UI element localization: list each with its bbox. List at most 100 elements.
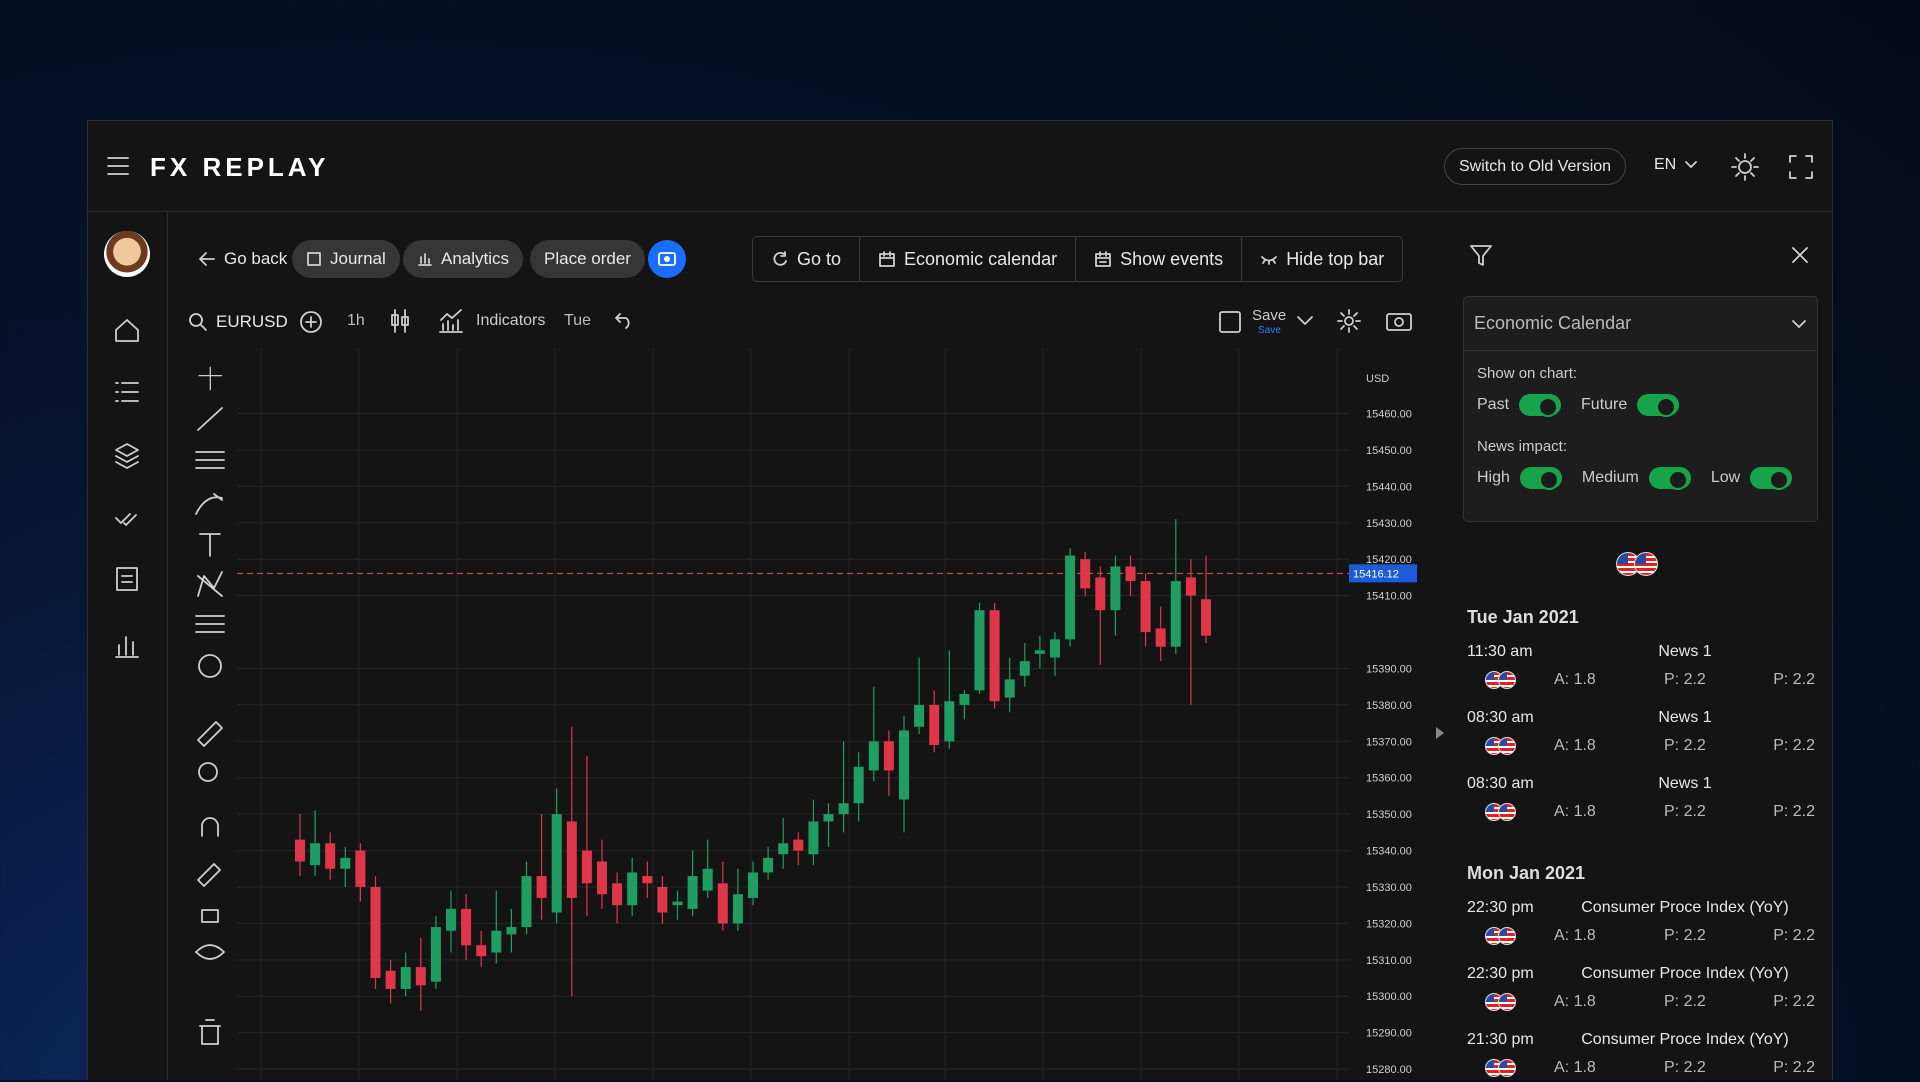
add-symbol-icon[interactable] xyxy=(299,310,323,334)
candle-body xyxy=(853,766,864,804)
crosshair-tool[interactable] xyxy=(198,366,223,391)
chart-type-icon[interactable] xyxy=(388,308,412,334)
economic-calendar-button[interactable]: Economic calendar xyxy=(860,237,1077,281)
screenshot-button[interactable] xyxy=(648,240,686,278)
medium-toggle[interactable] xyxy=(1648,467,1691,490)
candle-body xyxy=(657,886,668,913)
y-tick-label: 15330.00 xyxy=(1366,882,1412,894)
hide-top-bar-button[interactable]: Hide top bar xyxy=(1242,237,1402,281)
journal-button[interactable]: Journal xyxy=(292,240,400,278)
show-events-button[interactable]: Show events xyxy=(1076,237,1243,281)
indicators-icon[interactable] xyxy=(438,308,464,334)
switch-version-button[interactable]: Switch to Old Version xyxy=(1444,148,1627,185)
calendar-title: Economic Calendar xyxy=(1474,313,1632,333)
interval[interactable]: 1h xyxy=(347,312,365,329)
event-flags xyxy=(1485,927,1516,950)
y-tick-label: 15370.00 xyxy=(1366,736,1412,748)
indicators-button[interactable]: Indicators xyxy=(476,312,546,329)
show-on-chart-label: Show on chart: xyxy=(1477,365,1578,382)
y-tick-label: 15380.00 xyxy=(1366,700,1412,712)
snapshot-icon[interactable] xyxy=(1385,310,1413,332)
logo[interactable]: FX REPLAY xyxy=(150,152,330,182)
candle-body xyxy=(521,876,532,928)
event-time: 11:30 am xyxy=(1467,643,1533,660)
analytics-icon[interactable] xyxy=(115,636,139,658)
y-tick-label: 15420.00 xyxy=(1366,554,1412,566)
layers-icon[interactable] xyxy=(115,443,139,469)
candle-body xyxy=(642,876,653,884)
filter-icon[interactable] xyxy=(1468,243,1494,269)
check-icon[interactable] xyxy=(115,513,137,526)
zoom-tool[interactable] xyxy=(198,762,218,782)
low-label: Low xyxy=(1710,469,1741,486)
event-forecast: P: 2.2 xyxy=(1773,803,1815,820)
past-toggle[interactable] xyxy=(1519,394,1562,417)
menu-icon[interactable] xyxy=(106,155,130,177)
collapse-arrow[interactable] xyxy=(1434,725,1446,741)
settings-icon[interactable] xyxy=(1336,308,1362,334)
candle-body xyxy=(491,930,502,953)
future-toggle[interactable] xyxy=(1637,394,1680,417)
go-to-button[interactable]: Go to xyxy=(753,237,861,281)
brush-tool[interactable] xyxy=(195,493,223,515)
candle-body xyxy=(808,821,819,855)
candle-body xyxy=(612,883,623,906)
replay-day[interactable]: Tue xyxy=(564,312,591,329)
ruler-tool[interactable] xyxy=(197,721,223,747)
symbol-search[interactable]: EURUSD xyxy=(188,310,288,334)
event-actual: A: 1.8 xyxy=(1554,927,1596,944)
save-menu-chevron[interactable] xyxy=(1296,314,1314,328)
delete-tool[interactable] xyxy=(199,1019,221,1045)
save-button[interactable]: Save xyxy=(1252,307,1287,324)
candle-body xyxy=(1170,581,1181,647)
visibility-tool[interactable] xyxy=(195,944,225,960)
go-back-button[interactable]: Go back xyxy=(198,248,287,270)
magnet-tool[interactable] xyxy=(201,817,219,837)
impact-toggles: High Medium Low xyxy=(1477,467,1804,490)
journal-icon[interactable] xyxy=(116,567,138,591)
language-select[interactable]: EN xyxy=(1654,156,1698,174)
y-tick-label: 15410.00 xyxy=(1366,591,1412,603)
close-icon[interactable] xyxy=(1790,245,1810,265)
place-order-button[interactable]: Place order xyxy=(530,240,645,278)
home-icon[interactable] xyxy=(115,319,139,342)
candle-body xyxy=(1034,650,1045,654)
avatar[interactable] xyxy=(104,231,150,277)
calendar-dropdown[interactable]: Economic Calendar xyxy=(1464,297,1817,351)
candle-body xyxy=(989,610,1000,702)
calendar-filter-box: Economic Calendar Show on chart: Past Fu… xyxy=(1463,296,1818,522)
low-toggle[interactable] xyxy=(1750,467,1793,490)
lock-tool[interactable] xyxy=(201,909,219,923)
emoji-tool[interactable] xyxy=(198,654,222,678)
lock-draw-tool[interactable] xyxy=(197,863,221,887)
y-tick-label: 15350.00 xyxy=(1366,809,1412,821)
event-forecast: P: 2.2 xyxy=(1773,993,1815,1010)
event-flags xyxy=(1485,671,1516,694)
candle-body xyxy=(883,741,894,771)
theme-icon[interactable] xyxy=(1730,152,1760,182)
trend-line-tool[interactable] xyxy=(197,407,223,431)
undo-icon[interactable] xyxy=(614,310,636,332)
analytics-button[interactable]: Analytics xyxy=(403,240,524,278)
currency-flags[interactable] xyxy=(1616,552,1658,581)
list-icon[interactable] xyxy=(115,382,139,402)
fib-tool[interactable] xyxy=(195,451,225,469)
icon xyxy=(1095,251,1112,267)
event-flags xyxy=(1485,737,1516,760)
text-tool[interactable] xyxy=(199,533,221,557)
y-tick-label: 15320.00 xyxy=(1366,918,1412,930)
icon xyxy=(773,251,787,266)
event-flags xyxy=(1485,803,1516,826)
candle-body xyxy=(687,876,698,909)
layout-checkbox[interactable] xyxy=(1218,310,1242,334)
high-toggle[interactable] xyxy=(1519,467,1562,490)
y-tick-label: 15440.00 xyxy=(1366,481,1412,493)
projection-tool[interactable] xyxy=(195,615,225,633)
event-actual: A: 1.8 xyxy=(1554,737,1596,754)
event-flags xyxy=(1485,993,1516,1016)
y-tick-label: 15450.00 xyxy=(1366,445,1412,457)
fullscreen-icon[interactable] xyxy=(1788,154,1814,180)
event-actual: A: 1.8 xyxy=(1554,993,1596,1010)
pattern-tool[interactable] xyxy=(197,571,223,597)
y-tick-label: 15310.00 xyxy=(1366,955,1412,967)
